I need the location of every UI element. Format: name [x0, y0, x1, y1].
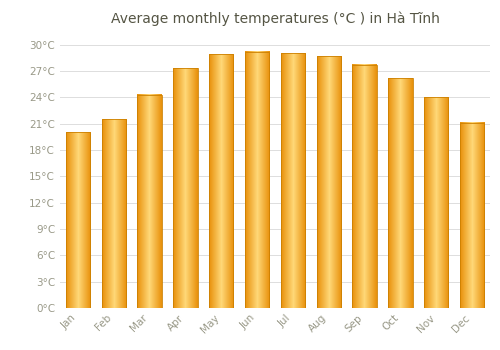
Bar	[388, 78, 412, 308]
Bar	[460, 123, 484, 308]
Bar	[66, 132, 90, 308]
Bar	[102, 119, 126, 308]
Title: Average monthly temperatures (°C ) in Hà Tĩnh: Average monthly temperatures (°C ) in Hà…	[110, 12, 440, 26]
Bar	[173, 68, 198, 308]
Bar	[209, 54, 234, 308]
Bar	[352, 65, 377, 308]
Bar	[245, 52, 270, 308]
Bar	[316, 56, 341, 308]
Bar	[280, 54, 305, 308]
Bar	[424, 97, 448, 308]
Bar	[138, 95, 162, 308]
